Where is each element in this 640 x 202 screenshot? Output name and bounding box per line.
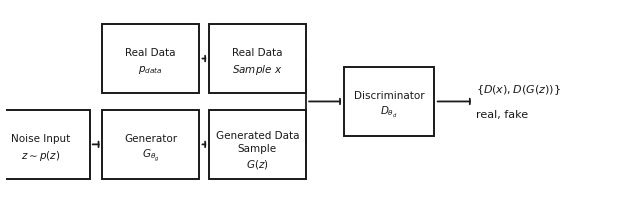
Text: $G(z)$: $G(z)$ [246,157,269,170]
Text: $p_{data}$: $p_{data}$ [138,63,163,76]
Text: $D_{\theta_d}$: $D_{\theta_d}$ [380,105,398,120]
FancyBboxPatch shape [102,25,199,93]
Text: Generated Data: Generated Data [216,131,299,141]
FancyBboxPatch shape [344,68,435,136]
Text: Real Data: Real Data [232,47,282,57]
FancyBboxPatch shape [209,25,306,93]
Text: $\{D(x),D(G(z))\}$: $\{D(x),D(G(z))\}$ [476,83,560,97]
Text: Sample $x$: Sample $x$ [232,62,282,76]
FancyBboxPatch shape [0,110,90,179]
Text: real, fake: real, fake [476,109,527,119]
Text: Discriminator: Discriminator [354,90,424,100]
Text: Generator: Generator [124,133,177,143]
FancyBboxPatch shape [209,110,306,179]
Text: $G_{\theta_g}$: $G_{\theta_g}$ [142,147,159,163]
Text: Sample: Sample [237,143,277,153]
Text: $z{\sim}p(z)$: $z{\sim}p(z)$ [21,148,61,162]
Text: Noise Input: Noise Input [12,133,70,143]
FancyBboxPatch shape [102,110,199,179]
Text: Real Data: Real Data [125,47,176,57]
